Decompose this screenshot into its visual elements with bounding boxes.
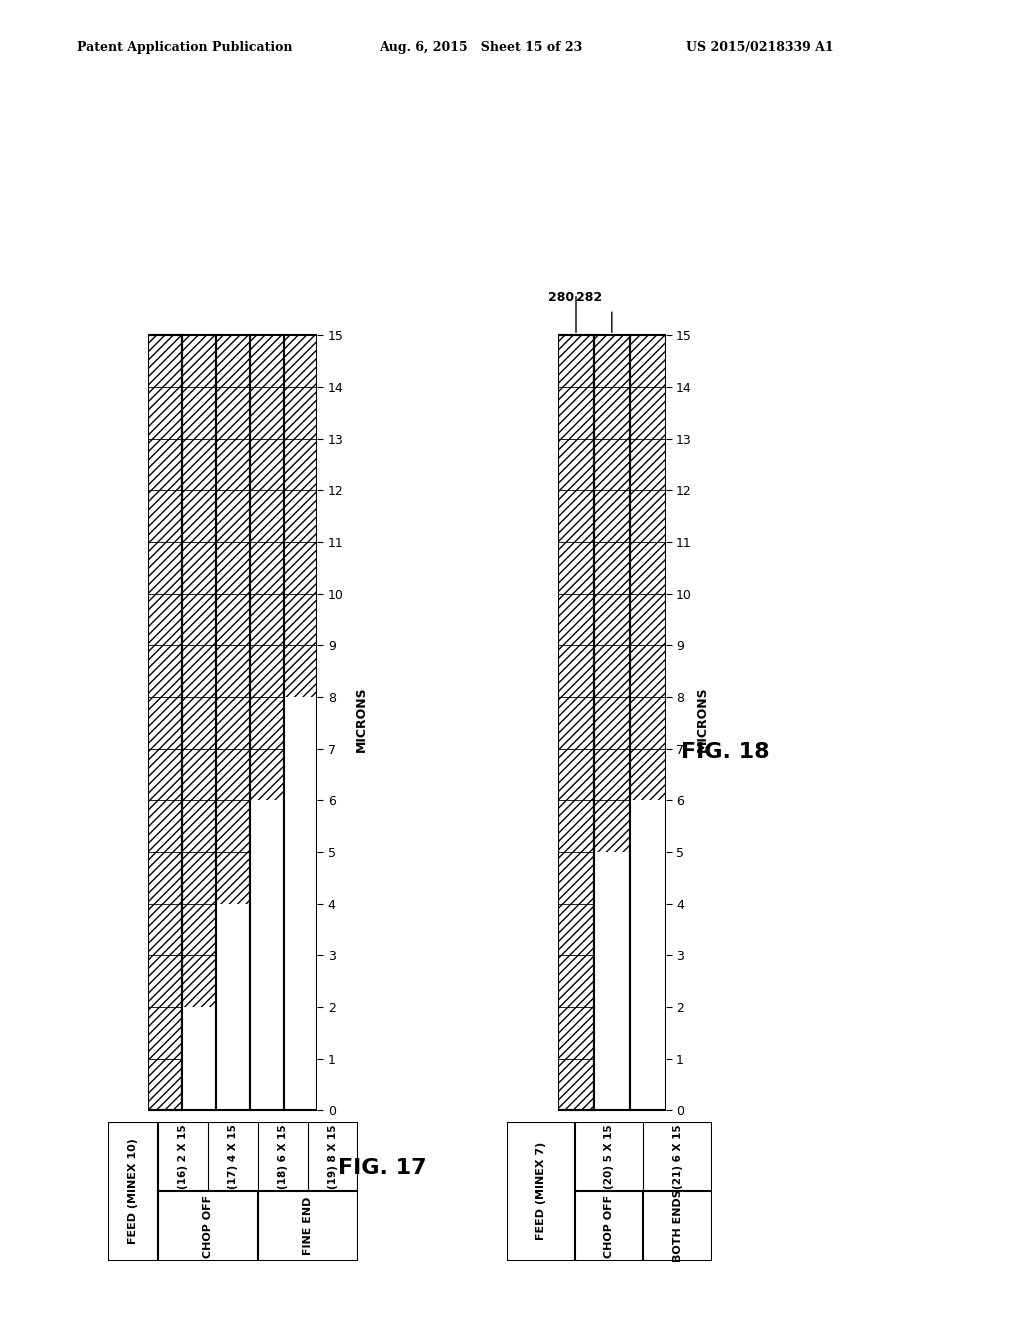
Text: 282: 282: [575, 290, 602, 304]
Bar: [594, 851, 630, 1110]
Text: US 2015/0218339 A1: US 2015/0218339 A1: [686, 41, 834, 54]
Text: MICRONS: MICRONS: [696, 686, 709, 752]
Bar: [182, 1007, 216, 1110]
Bar: [594, 335, 630, 851]
Text: MICRONS: MICRONS: [355, 686, 368, 752]
Bar: [284, 697, 317, 1110]
Bar: [148, 335, 182, 1110]
Text: CHOP OFF: CHOP OFF: [203, 1195, 213, 1258]
Text: FINE END: FINE END: [303, 1197, 313, 1255]
Bar: [216, 904, 250, 1110]
Bar: [148, 335, 182, 1110]
Text: (18) 6 X 15: (18) 6 X 15: [279, 1125, 288, 1189]
Text: 280: 280: [548, 290, 574, 304]
Bar: [558, 335, 594, 1110]
Text: FEED (MINEX 7): FEED (MINEX 7): [536, 1142, 546, 1241]
Bar: [284, 335, 317, 1110]
Bar: [250, 335, 284, 1110]
Text: FIG. 18: FIG. 18: [681, 742, 770, 763]
Text: (16) 2 X 15: (16) 2 X 15: [178, 1125, 187, 1189]
Text: FEED (MINEX 10): FEED (MINEX 10): [128, 1138, 137, 1245]
Bar: [594, 335, 630, 1110]
Bar: [250, 335, 284, 800]
Text: (20) 5 X 15: (20) 5 X 15: [604, 1125, 614, 1189]
Bar: [630, 335, 666, 1110]
Text: BOTH ENDS: BOTH ENDS: [673, 1189, 683, 1262]
Text: (19) 8 X 15: (19) 8 X 15: [329, 1125, 338, 1189]
Text: Aug. 6, 2015   Sheet 15 of 23: Aug. 6, 2015 Sheet 15 of 23: [379, 41, 582, 54]
Bar: [558, 335, 594, 1110]
Text: (21) 6 X 15: (21) 6 X 15: [673, 1125, 683, 1189]
Bar: [630, 335, 666, 800]
Bar: [250, 800, 284, 1110]
Bar: [284, 335, 317, 697]
Text: Patent Application Publication: Patent Application Publication: [77, 41, 292, 54]
Bar: [182, 335, 216, 1007]
Bar: [182, 335, 216, 1110]
Bar: [216, 335, 250, 904]
Text: CHOP OFF: CHOP OFF: [604, 1195, 614, 1258]
Bar: [216, 335, 250, 1110]
Text: FIG. 17: FIG. 17: [338, 1158, 427, 1179]
Bar: [630, 800, 666, 1110]
Text: (17) 4 X 15: (17) 4 X 15: [228, 1125, 238, 1189]
